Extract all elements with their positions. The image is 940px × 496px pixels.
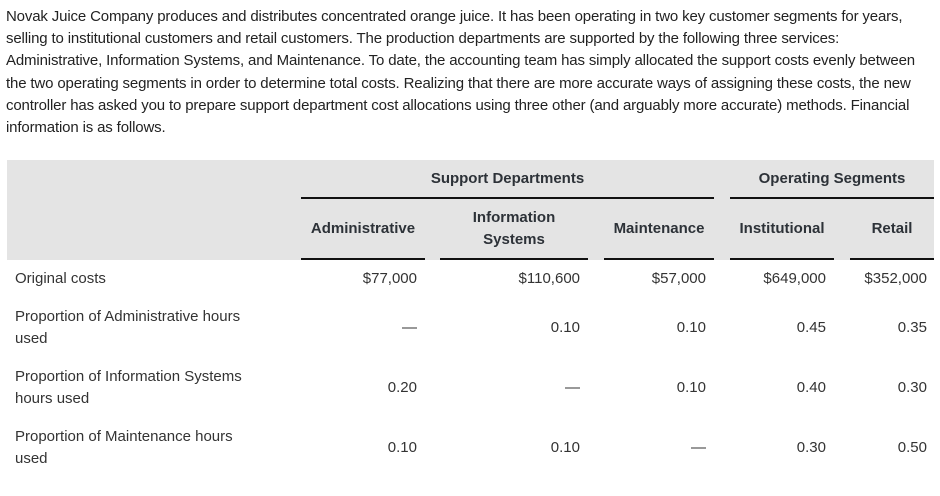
- row-label-line2: used: [15, 330, 48, 347]
- column-underline-maintenance: [604, 258, 714, 260]
- row-label: Proportion of Maintenance hours used: [15, 426, 275, 470]
- cell-maintenance: 0.10: [676, 319, 706, 336]
- cell-retail: 0.30: [897, 379, 927, 396]
- row-label-line1: Proportion of Information Systems: [15, 368, 242, 385]
- row-label: Proportion of Administrative hours used: [15, 306, 275, 350]
- column-header-information-systems-line2: Systems: [483, 231, 545, 248]
- row-label-line1: Proportion of Maintenance hours: [15, 428, 233, 445]
- cell-administrative: 0.20: [387, 379, 417, 396]
- cell-institutional: 0.45: [796, 319, 826, 336]
- row-label: Original costs: [15, 270, 106, 287]
- column-header-administrative: Administrative: [310, 220, 416, 237]
- column-underline-retail: [850, 258, 934, 260]
- table-header-background: [7, 160, 934, 260]
- cell-information-systems: 0.10: [550, 439, 580, 456]
- column-underline-information-systems: [440, 258, 588, 260]
- cell-maintenance: 0.10: [676, 379, 706, 396]
- column-underline-administrative: [301, 258, 425, 260]
- column-header-information-systems-line1: Information: [472, 209, 556, 226]
- cell-institutional: 0.40: [796, 379, 826, 396]
- problem-intro-text: Novak Juice Company produces and distrib…: [6, 8, 915, 137]
- row-label: Proportion of Information Systems hours …: [15, 366, 275, 410]
- column-header-information-systems: Information Systems: [440, 207, 588, 251]
- group-underline-support: [301, 197, 714, 199]
- column-header-institutional: Institutional: [739, 220, 825, 237]
- cell-administrative: $77,000: [362, 270, 417, 287]
- cell-information-systems: —: [565, 379, 580, 396]
- group-header-support-departments: Support Departments: [430, 170, 585, 187]
- row-label-line1: Proportion of Administrative hours: [15, 308, 241, 325]
- row-label-line2: used: [15, 450, 48, 467]
- group-header-operating-segments: Operating Segments: [758, 170, 906, 187]
- cell-administrative: —: [402, 319, 417, 336]
- cell-maintenance: —: [691, 439, 706, 456]
- cell-retail: 0.35: [897, 319, 927, 336]
- cell-maintenance: $57,000: [651, 270, 706, 287]
- cell-retail: 0.50: [897, 439, 927, 456]
- cell-administrative: 0.10: [387, 439, 417, 456]
- column-underline-institutional: [730, 258, 834, 260]
- cell-information-systems: 0.10: [550, 319, 580, 336]
- column-header-retail: Retail: [871, 220, 913, 237]
- cell-institutional: 0.30: [796, 439, 826, 456]
- cell-institutional: $649,000: [763, 270, 826, 287]
- row-label-line2: hours used: [15, 390, 90, 407]
- column-header-maintenance: Maintenance: [613, 220, 705, 237]
- cell-information-systems: $110,600: [518, 270, 580, 287]
- group-underline-operating: [730, 197, 934, 199]
- cell-retail: $352,000: [864, 270, 927, 287]
